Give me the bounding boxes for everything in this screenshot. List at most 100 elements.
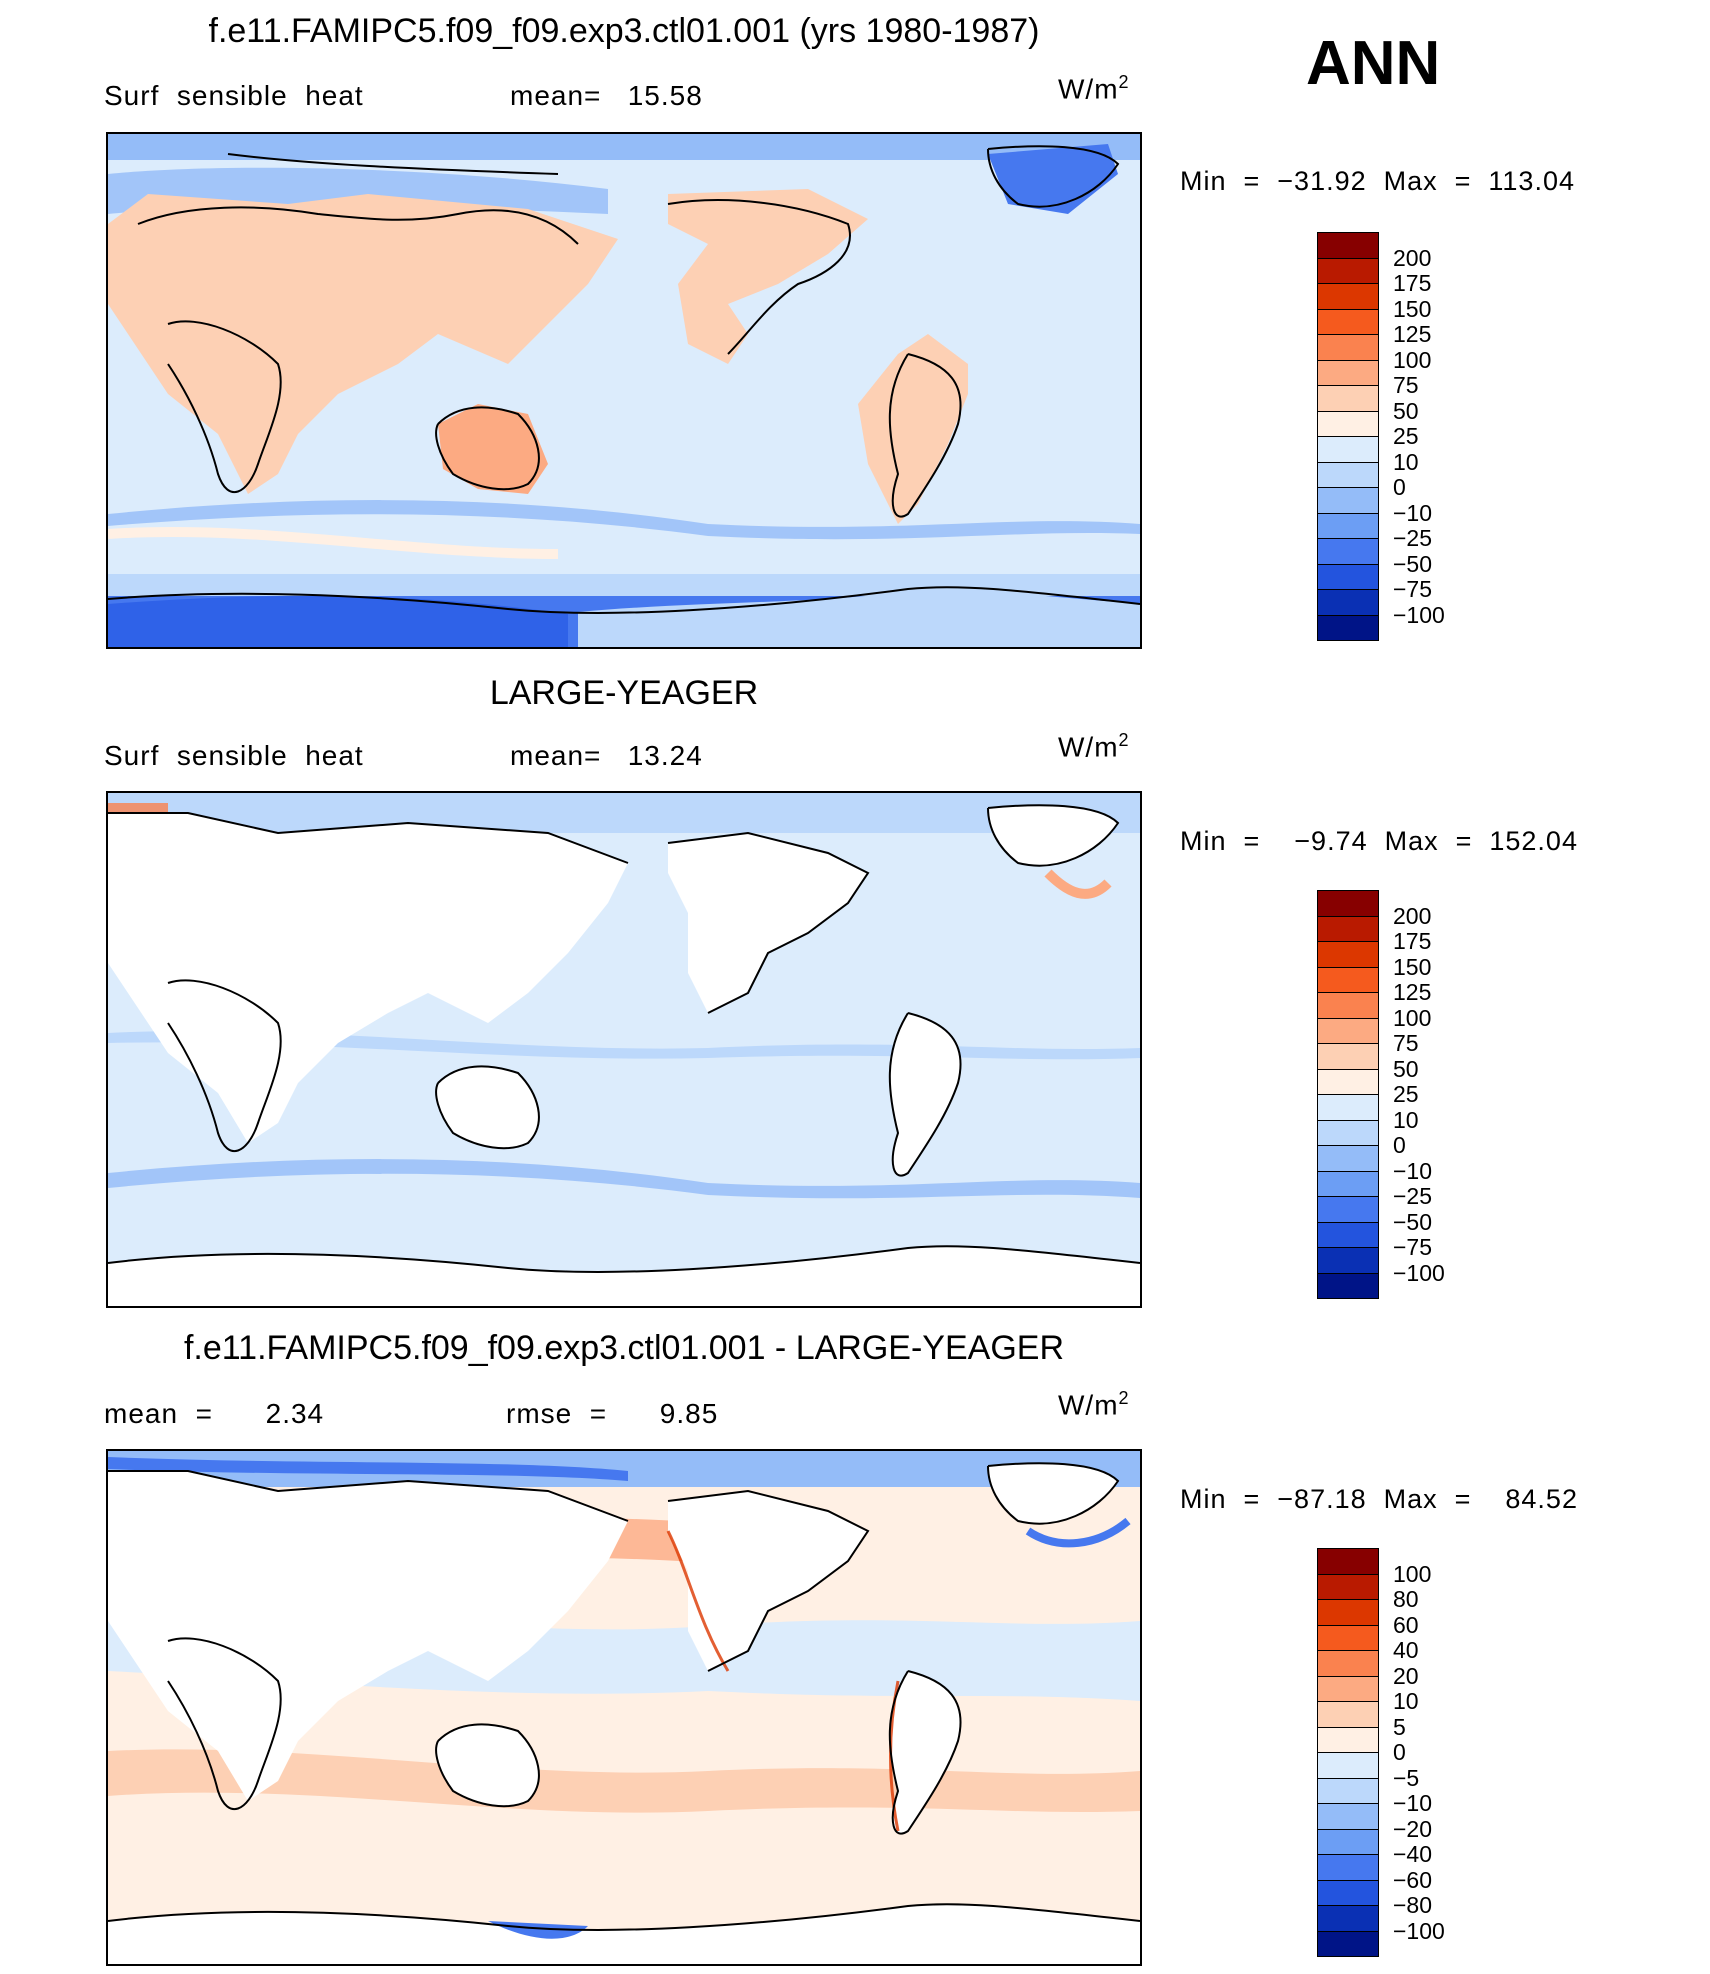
panel-2-map	[106, 791, 1142, 1308]
colorbar-tick-label: 50	[1393, 1055, 1419, 1082]
colorbar-swatch	[1317, 1777, 1379, 1804]
colorbar-swatch	[1317, 1675, 1379, 1702]
colorbar-swatch	[1317, 1068, 1379, 1095]
season-label: ANN	[1306, 29, 1441, 98]
colorbar-swatch	[1317, 257, 1379, 284]
colorbar-swatch	[1317, 941, 1379, 968]
colorbar-tick-label: −75	[1393, 576, 1433, 602]
colorbar-tick-label: −10	[1393, 499, 1433, 526]
colorbar-tick-label: 10	[1393, 448, 1419, 475]
colorbar-tick-label: −60	[1393, 1866, 1433, 1893]
panel-1-mean-label: mean= 15.58	[510, 80, 703, 111]
colorbar-swatch	[1317, 1803, 1379, 1830]
colorbar-tick-label: −80	[1393, 1892, 1433, 1918]
colorbar-swatch	[1317, 1930, 1379, 1957]
colorbar-tick-label: 60	[1393, 1611, 1419, 1638]
colorbar-tick-label: 100	[1393, 1560, 1432, 1587]
colorbar-tick-label: 125	[1393, 321, 1432, 347]
colorbar-swatch	[1317, 359, 1379, 386]
colorbar-tick-label: −25	[1393, 525, 1433, 551]
colorbar-swatch	[1317, 283, 1379, 310]
panel-1-variable-label: Surf sensible heat	[104, 80, 364, 111]
colorbar-swatch	[1317, 1017, 1379, 1044]
panel-2-colorbar: 200 175 150 125 100 75 50 25 10 0 −10 −25 −50 −75 −100	[1317, 890, 1445, 1299]
panel-3-units: W/m2	[1058, 1388, 1130, 1421]
colorbar-swatch	[1317, 1726, 1379, 1753]
panel-3-rmse-label: rmse = 9.85	[506, 1398, 719, 1429]
colorbar-swatch	[1317, 538, 1379, 565]
colorbar-swatch	[1317, 232, 1379, 259]
panel-1-units: W/m2	[1058, 72, 1130, 105]
colorbar-swatch	[1317, 915, 1379, 942]
colorbar-tick-label: −100	[1393, 1917, 1445, 1944]
colorbar-swatch	[1317, 1905, 1379, 1932]
panel-2-minmax: Min = −9.74 Max = 152.04	[1180, 826, 1578, 856]
colorbar-tick-label: −20	[1393, 1815, 1433, 1842]
colorbar-tick-label: −100	[1393, 1259, 1445, 1286]
colorbar-swatch	[1317, 1879, 1379, 1906]
panel-3-map-field	[108, 1451, 1140, 1964]
colorbar-swatch	[1317, 1196, 1379, 1223]
colorbar-tick-label: −25	[1393, 1183, 1433, 1209]
colorbar-tick-label: 0	[1393, 474, 1406, 500]
panel-2-units: W/m2	[1058, 730, 1130, 763]
colorbar-tick-label: −50	[1393, 1208, 1433, 1235]
colorbar-tick-label: 10	[1393, 1688, 1419, 1714]
panel-1-map	[106, 132, 1142, 649]
panel-2-map-field	[108, 793, 1140, 1306]
panel-1-title: f.e11.FAMIPC5.f09_f09.exp3.ctl01.001 (yr…	[208, 12, 1040, 50]
colorbar-swatch	[1317, 1828, 1379, 1855]
colorbar-tick-label: 75	[1393, 372, 1419, 398]
colorbar-swatch	[1317, 1650, 1379, 1677]
colorbar-tick-label: 150	[1393, 295, 1432, 322]
colorbar-swatch	[1317, 487, 1379, 514]
colorbar-tick-label: 75	[1393, 1030, 1419, 1056]
colorbar-tick-label: 175	[1393, 270, 1432, 296]
panel-1-map-field	[108, 134, 1140, 647]
colorbar-swatch	[1317, 1221, 1379, 1248]
colorbar-tick-label: −75	[1393, 1234, 1433, 1260]
colorbar-tick-label: −10	[1393, 1157, 1433, 1184]
colorbar-swatch	[1317, 1573, 1379, 1600]
colorbar-tick-label: −10	[1393, 1790, 1433, 1816]
panel-2-title: LARGE-YEAGER	[489, 674, 759, 712]
colorbar-tick-label: 10	[1393, 1106, 1419, 1133]
colorbar-swatch	[1317, 1043, 1379, 1070]
colorbar-swatch	[1317, 461, 1379, 488]
colorbar-swatch	[1317, 614, 1379, 641]
colorbar-tick-label: 200	[1393, 244, 1432, 271]
colorbar-tick-label: 0	[1393, 1132, 1406, 1158]
colorbar-swatch	[1317, 992, 1379, 1019]
colorbar-swatch	[1317, 1752, 1379, 1779]
colorbar-tick-label: 40	[1393, 1637, 1419, 1663]
colorbar-tick-label: −40	[1393, 1841, 1433, 1867]
colorbar-tick-label: 100	[1393, 1004, 1432, 1031]
colorbar-tick-label: −5	[1393, 1764, 1420, 1791]
colorbar-swatch	[1317, 410, 1379, 437]
colorbar-tick-label: 50	[1393, 397, 1419, 424]
panel-3-colorbar: 100 80 60 40 20 10 5 0 −5 −10 −20 −40 −60 −80 −100	[1317, 1548, 1445, 1957]
panel-3-title: f.e11.FAMIPC5.f09_f09.exp3.ctl01.001 - L…	[183, 1329, 1065, 1367]
colorbar-tick-label: 0	[1393, 1739, 1406, 1765]
colorbar-swatch	[1317, 1272, 1379, 1299]
colorbar-swatch	[1317, 308, 1379, 335]
panel-1-colorbar: 200 175 150 125 100 75 50 25 10 0 −10 −25 −50 −75 −100	[1317, 232, 1445, 641]
colorbar-tick-label: −100	[1393, 601, 1445, 628]
colorbar-swatch	[1317, 436, 1379, 463]
panel-3-minmax: Min = −87.18 Max = 84.52	[1180, 1484, 1578, 1514]
colorbar-swatch	[1317, 1247, 1379, 1274]
colorbar-swatch	[1317, 966, 1379, 993]
colorbar-tick-label: 80	[1393, 1586, 1419, 1612]
colorbar-swatch	[1317, 1548, 1379, 1575]
colorbar-swatch	[1317, 385, 1379, 412]
colorbar-swatch	[1317, 563, 1379, 590]
colorbar-swatch	[1317, 1145, 1379, 1172]
colorbar-swatch	[1317, 512, 1379, 539]
colorbar-swatch	[1317, 1094, 1379, 1121]
colorbar-swatch	[1317, 1854, 1379, 1881]
panel-3-map	[106, 1449, 1142, 1966]
panel-2-mean-label: mean= 13.24	[510, 740, 703, 771]
colorbar-swatch	[1317, 1599, 1379, 1626]
colorbar-tick-label: −50	[1393, 550, 1433, 577]
colorbar-tick-label: 175	[1393, 928, 1432, 954]
